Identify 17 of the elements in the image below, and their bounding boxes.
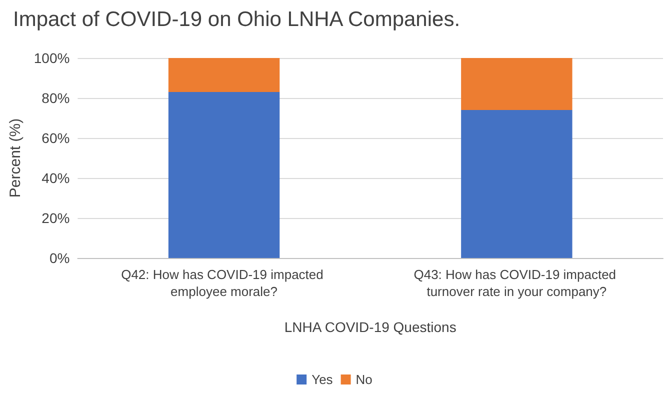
x-axis-title: LNHA COVID-19 Questions [284,319,456,335]
y-tick-label: 100% [34,50,70,66]
y-tick-label: 60% [42,130,70,146]
legend-label: No [356,372,372,387]
chart-title: Impact of COVID-19 on Ohio LNHA Companies. [13,8,460,31]
bar [461,110,572,258]
bar [168,92,280,258]
y-axis-title: Percent (%) [7,118,24,198]
y-tick-label: 80% [42,90,70,106]
bar [461,58,572,110]
legend-label: Yes [312,372,334,387]
y-tick-label: 0% [49,250,70,266]
x-tick-label: Q42: How has COVID-19 impacted employee morale? [121,267,327,299]
x-tick-label: Q43: How has COVID-19 impacted turnover rate in your company? [414,267,620,299]
bar [168,58,280,92]
y-tick-label: 20% [42,210,70,226]
y-tick-label: 40% [42,170,70,186]
